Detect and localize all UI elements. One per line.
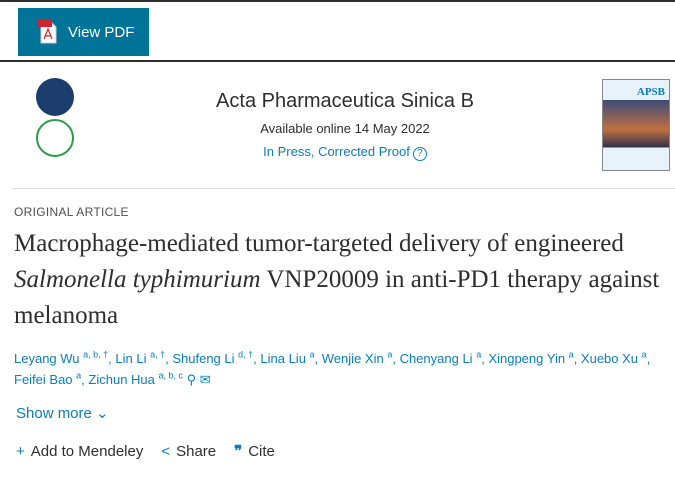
- show-more-button[interactable]: Show more ⌄: [16, 405, 109, 422]
- author-link[interactable]: Chenyang Li a: [399, 349, 482, 366]
- header-divider: [0, 60, 675, 62]
- author-link[interactable]: Lina Liu a: [260, 349, 315, 366]
- email-icon[interactable]: ✉: [196, 372, 211, 387]
- quote-icon: ❞: [234, 443, 243, 460]
- chevron-down-icon: ⌄: [96, 405, 109, 422]
- top-border: [0, 0, 675, 2]
- society-logo[interactable]: [36, 119, 74, 157]
- journal-title[interactable]: Acta Pharmaceutica Sinica B: [216, 90, 474, 112]
- plus-icon: +: [16, 443, 25, 460]
- author-link[interactable]: Shufeng Li d, †: [172, 349, 254, 366]
- share-button[interactable]: < Share: [161, 443, 217, 460]
- help-icon[interactable]: ?: [412, 147, 427, 161]
- article-header: ORIGINAL ARTICLE Macrophage-mediated tum…: [14, 204, 664, 462]
- add-to-mendeley-button[interactable]: + Add to Mendeley: [16, 443, 144, 460]
- article-status[interactable]: In Press, Corrected Proof: [263, 144, 410, 159]
- publisher-logo[interactable]: [36, 78, 74, 116]
- view-pdf-button[interactable]: View PDF: [18, 8, 149, 56]
- person-icon[interactable]: ⚲: [183, 372, 197, 387]
- article-type: ORIGINAL ARTICLE: [14, 205, 129, 219]
- author-link[interactable]: Feifei Bao a: [14, 370, 82, 387]
- divider: [12, 188, 675, 189]
- cite-button[interactable]: ❞ Cite: [234, 443, 275, 460]
- article-title: Macrophage-mediated tumor-targeted deliv…: [14, 230, 660, 329]
- author-link[interactable]: Zichun Hua a, b, c: [88, 370, 184, 387]
- view-pdf-label: View PDF: [68, 23, 135, 41]
- author-link[interactable]: Lin Li a, †: [115, 349, 166, 366]
- author-link[interactable]: Xingpeng Yin a: [488, 349, 574, 366]
- author-list: Leyang Wu a, b, †, Lin Li a, †, Shufeng …: [14, 349, 651, 387]
- journal-cover[interactable]: APSB: [602, 79, 670, 171]
- share-icon: <: [161, 443, 171, 460]
- author-link[interactable]: Leyang Wu a, b, †: [14, 349, 109, 366]
- author-link[interactable]: Xuebo Xu a: [580, 349, 647, 366]
- author-link[interactable]: Wenjie Xin a: [321, 349, 393, 366]
- pdf-icon: [38, 20, 58, 44]
- available-online: Available online 14 May 2022: [260, 121, 430, 136]
